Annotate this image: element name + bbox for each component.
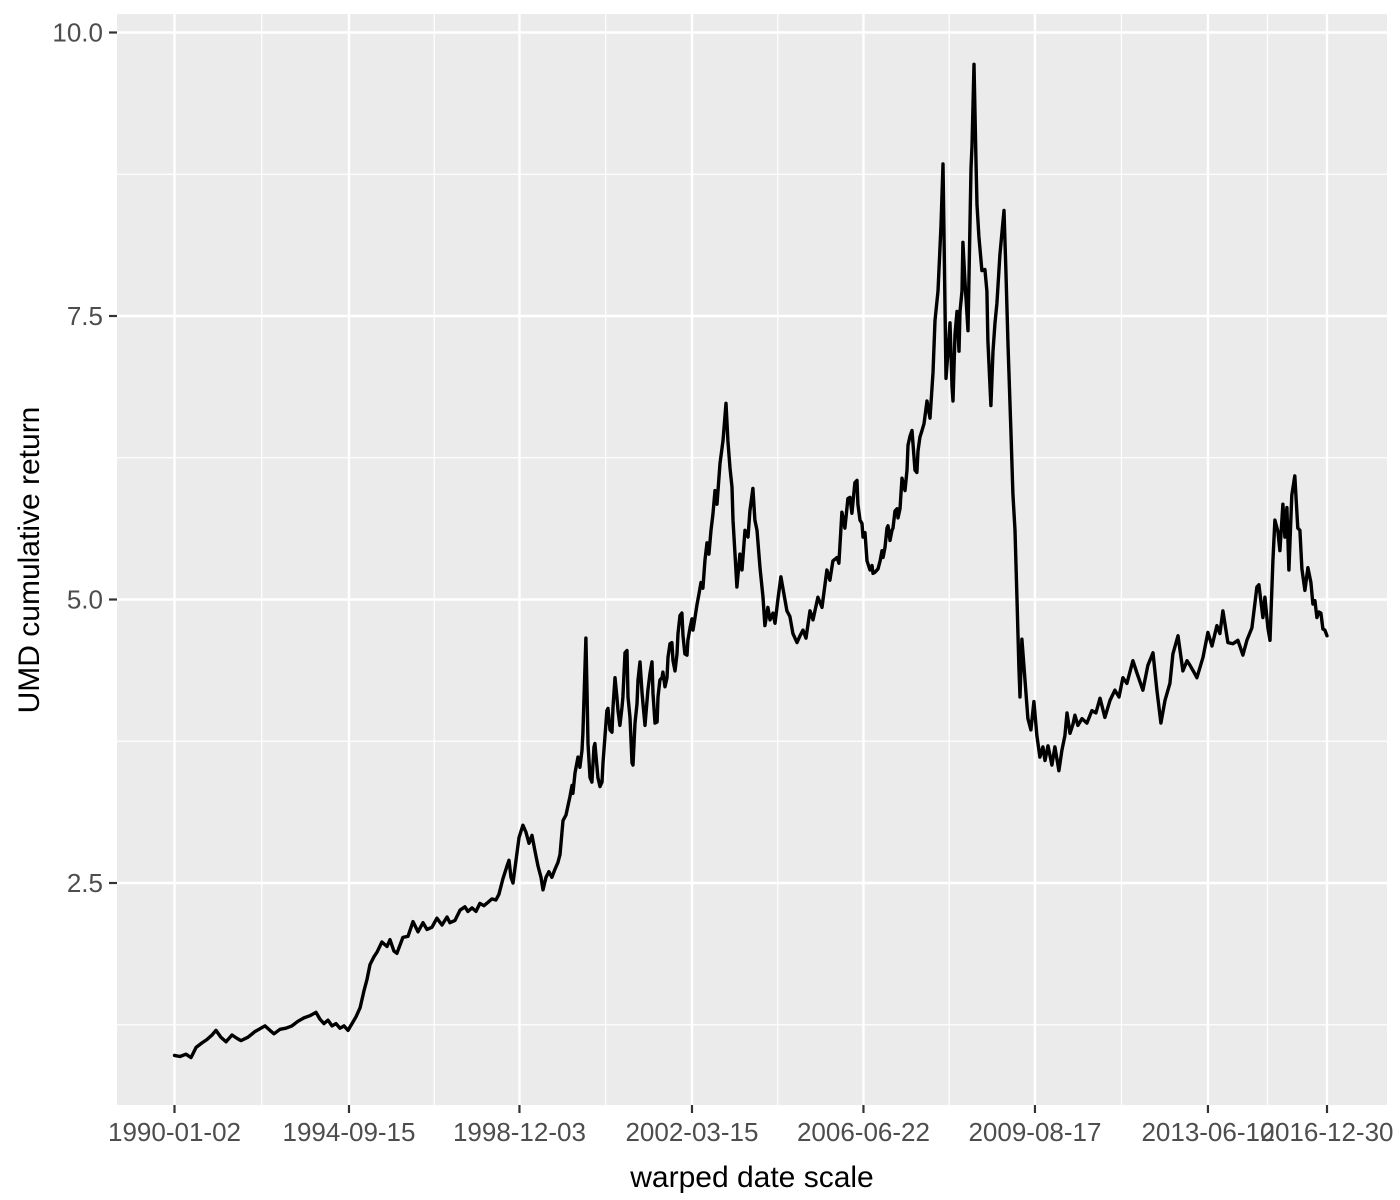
- x-tick-label: 1994-09-15: [282, 1117, 415, 1147]
- y-tick-label: 2.5: [67, 868, 103, 898]
- x-tick-label: 1998-12-03: [453, 1117, 586, 1147]
- x-tick-label: 2009-08-17: [968, 1117, 1101, 1147]
- x-tick-label: 2013-06-10: [1141, 1117, 1274, 1147]
- x-tick-label: 2016-12-30: [1261, 1117, 1394, 1147]
- x-tick-label: 2006-06-22: [797, 1117, 930, 1147]
- x-tick-label: 2002-03-15: [625, 1117, 758, 1147]
- data-line-umd: [172, 62, 1329, 1060]
- x-tick-label: 1990-01-02: [108, 1117, 241, 1147]
- y-tick-label: 5.0: [67, 585, 103, 615]
- x-axis-title: warped date scale: [630, 1161, 874, 1194]
- y-tick-label: 10.0: [52, 18, 103, 48]
- plot-panel: [117, 14, 1387, 1105]
- y-axis-title: UMD cumulative return: [13, 406, 46, 714]
- y-tick-label: 7.5: [67, 301, 103, 331]
